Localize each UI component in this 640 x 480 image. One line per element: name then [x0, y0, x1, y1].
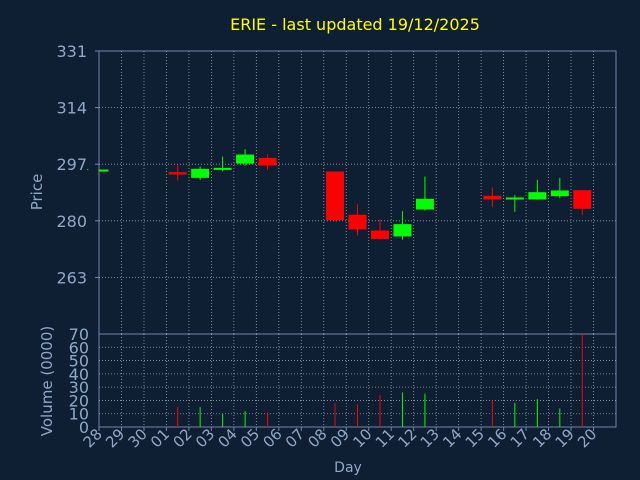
price-tick-label: 297 — [56, 155, 87, 174]
candle-body — [505, 197, 524, 200]
price-panel: 331 314 297 280 263 — [56, 42, 617, 335]
day-axis-label: Day — [334, 460, 362, 476]
candle-body — [370, 230, 389, 240]
volume-tick-label: 40 — [69, 365, 89, 384]
price-tick-label: 263 — [56, 268, 87, 287]
volume-tick-label: 0 — [79, 418, 89, 437]
candle-body — [348, 214, 367, 230]
volume-tick-label: 10 — [69, 405, 89, 424]
price-tick-label: 331 — [56, 42, 87, 61]
day-axis: 2829300102030405060708091011121314151617… — [80, 425, 601, 451]
candle-body — [393, 224, 412, 237]
candle-body — [258, 157, 277, 166]
chart-title: ERIE - last updated 19/12/2025 — [230, 15, 480, 34]
candle-body — [550, 190, 569, 197]
candle-body — [483, 195, 502, 200]
price-tick-label: 314 — [56, 99, 87, 118]
candle-body — [573, 190, 592, 209]
volume-tick-label: 70 — [69, 325, 89, 344]
volume-tick-label: 50 — [69, 352, 89, 371]
volume-tick-label: 30 — [69, 378, 89, 397]
candle-body — [98, 169, 109, 172]
candle-body — [326, 171, 345, 221]
candle-body — [191, 168, 210, 178]
volume-tick-label: 60 — [69, 338, 89, 357]
volume-tick-label: 20 — [69, 391, 89, 410]
price-axis-label: Price — [28, 174, 46, 211]
candle-body — [213, 167, 232, 170]
volume-axis-label: Volume (0000) — [38, 326, 56, 436]
price-tick-label: 280 — [56, 212, 87, 231]
candle-body — [528, 192, 547, 200]
candle-body — [415, 198, 434, 210]
candle-body — [236, 154, 255, 164]
candle-body — [168, 172, 187, 175]
